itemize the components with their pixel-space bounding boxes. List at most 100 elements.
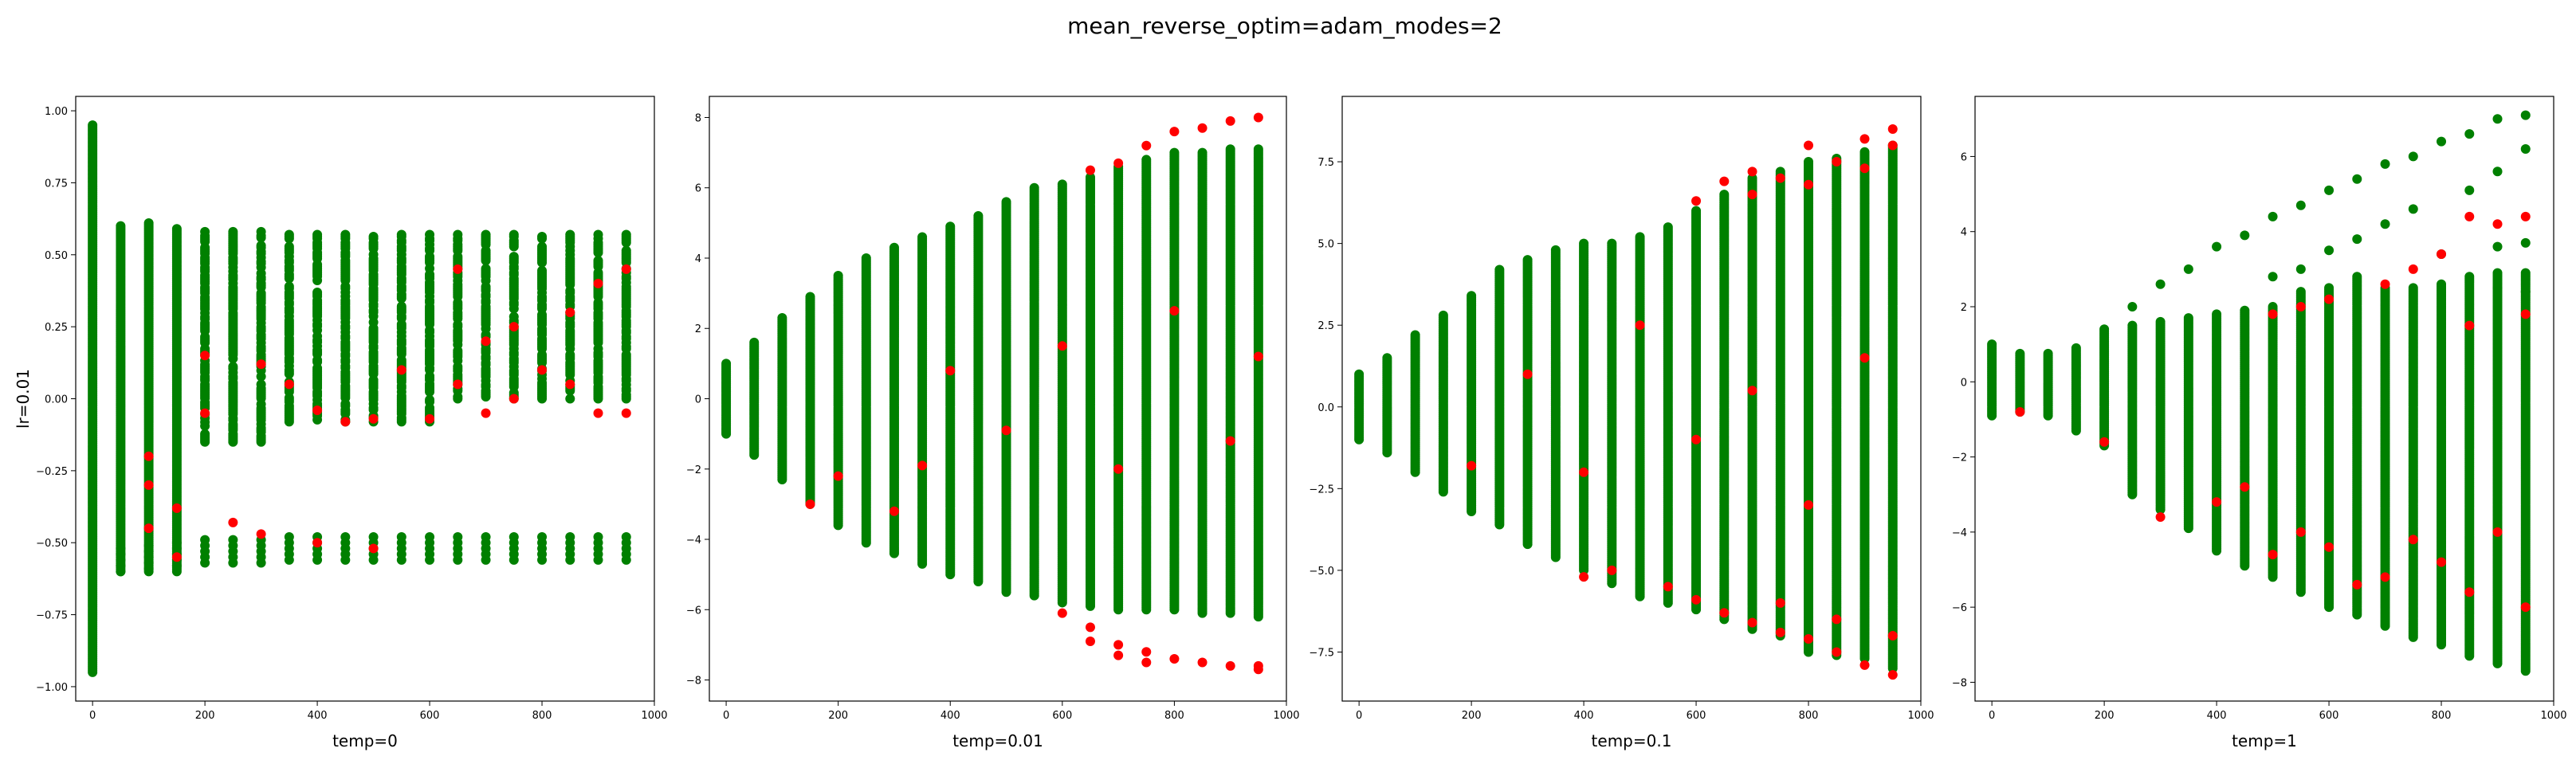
point: [228, 354, 238, 364]
point: [284, 369, 294, 379]
point: [621, 394, 631, 404]
figure-title: mean_reverse_optim=adam_modes=2: [1067, 13, 1502, 39]
y-tick-label: 0.50: [45, 250, 68, 262]
point: [537, 531, 548, 542]
red-point: [368, 543, 379, 554]
point: [833, 520, 843, 531]
data-points: [721, 112, 1263, 675]
point: [284, 233, 294, 244]
point: [284, 531, 294, 542]
red-point: [143, 523, 154, 534]
red-point: [481, 408, 491, 418]
point: [537, 257, 548, 268]
y-tick-label: −0.75: [36, 610, 68, 622]
point: [565, 394, 575, 404]
x-axis-label: temp=0: [332, 731, 398, 750]
point: [340, 531, 351, 542]
red-point: [171, 552, 182, 562]
point: [593, 394, 603, 404]
y-axis-label: lr=0.01: [14, 369, 33, 429]
red-point: [396, 365, 406, 375]
point: [368, 531, 379, 542]
point: [143, 540, 154, 550]
red-point: [256, 359, 266, 370]
red-point: [537, 365, 548, 375]
red-point: [453, 264, 463, 274]
point: [284, 417, 294, 427]
point: [1169, 605, 1180, 615]
x-tick-label: 1000: [641, 710, 667, 722]
red-point: [509, 322, 519, 332]
subplots: 0 200 400 600 800 1000−1.00−0.75−0.50−0.250.0…: [14, 96, 2567, 750]
red-point: [593, 408, 603, 418]
red-point: [565, 308, 575, 318]
red-point: [312, 538, 323, 548]
point: [1057, 597, 1067, 608]
point: [509, 531, 519, 542]
point: [537, 233, 548, 244]
red-point: [425, 413, 435, 424]
point: [861, 538, 871, 548]
y-tick-label: −1.00: [36, 682, 68, 694]
point: [284, 273, 294, 284]
y-tick-label: 0.75: [45, 178, 68, 190]
red-point: [453, 379, 463, 390]
point: [200, 437, 210, 447]
point: [537, 394, 548, 404]
point: [749, 450, 760, 460]
red-point: [593, 278, 603, 288]
red-point: [481, 336, 491, 347]
point: [973, 576, 984, 586]
y-tick-label: −0.25: [36, 466, 68, 478]
x-tick-label: 600: [420, 710, 440, 722]
point: [917, 558, 928, 569]
point: [565, 531, 575, 542]
x-tick-label: 200: [195, 710, 215, 722]
point: [593, 531, 603, 542]
point: [396, 417, 406, 427]
point: [621, 531, 631, 542]
red-point: [200, 351, 210, 361]
x-tick-label: 800: [532, 710, 552, 722]
point: [396, 293, 406, 304]
point: [425, 531, 435, 542]
point: [621, 237, 631, 248]
y-tick-label: 0.25: [45, 322, 68, 334]
red-point: [143, 480, 154, 490]
red-point: [228, 517, 238, 527]
point: [1001, 587, 1011, 597]
subplot-1: 0 200 400 600 800 1000−1.00−0.75−0.50−0.250.0…: [14, 96, 668, 750]
point: [256, 437, 266, 447]
point: [312, 275, 323, 285]
red-point: [621, 264, 631, 274]
point: [228, 437, 238, 447]
point: [945, 570, 956, 580]
red-point: [256, 529, 266, 539]
red-point: [340, 417, 351, 427]
point: [312, 414, 323, 425]
data-points: [88, 120, 631, 677]
y-tick-label: −0.50: [36, 538, 68, 550]
y-tick-label: 1.00: [45, 106, 68, 118]
red-point: [171, 503, 182, 513]
red-point: [284, 379, 294, 390]
point: [721, 429, 732, 439]
point: [593, 248, 603, 258]
red-point: [368, 413, 379, 424]
red-point: [621, 408, 631, 418]
red-point: [509, 394, 519, 404]
red-point: [312, 405, 323, 415]
point: [453, 394, 463, 404]
point: [200, 535, 210, 545]
point: [396, 531, 406, 542]
point: [200, 421, 210, 431]
point: [1029, 590, 1039, 601]
point: [228, 535, 238, 545]
red-point: [200, 408, 210, 418]
point: [481, 256, 491, 266]
red-point: [565, 379, 575, 390]
point: [453, 531, 463, 542]
point: [88, 667, 98, 677]
point: [481, 391, 491, 402]
